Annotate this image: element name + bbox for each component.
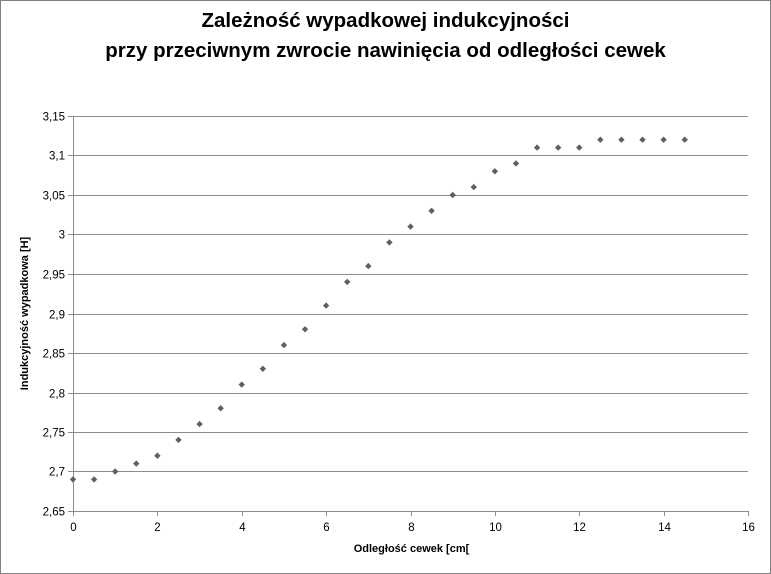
data-point (386, 239, 393, 246)
data-point (554, 144, 562, 151)
data-point (407, 223, 414, 230)
data-point (322, 302, 330, 309)
data-point (301, 326, 309, 333)
x-tick-label: 6 (323, 522, 329, 534)
data-point (69, 476, 77, 483)
x-tick-label: 2 (154, 522, 160, 534)
data-point (365, 262, 372, 270)
y-tick-labels: 2,65 2,7 2,75 2,8 2,85 2,9 2,95 3 3,05 3,1 3,15 (43, 112, 65, 519)
x-tick-label: 16 (742, 522, 755, 534)
y-tick-label: 2,85 (43, 349, 65, 361)
data-point (217, 405, 224, 412)
x-tick-label: 8 (408, 522, 414, 534)
data-point (111, 468, 119, 475)
x-tick-labels: 0 2 4 6 8 10 12 14 16 (70, 522, 755, 534)
data-point (154, 452, 161, 459)
data-point (175, 436, 182, 444)
data-point (533, 144, 541, 151)
data-point (639, 136, 646, 143)
data-point (512, 160, 520, 167)
data-point (90, 476, 98, 483)
x-tick-label: 4 (239, 522, 246, 534)
data-point (259, 365, 267, 372)
x-axis-title: Odległość cewek [cm[ (354, 543, 470, 555)
x-tick-label: 14 (658, 522, 671, 534)
y-axis-title: Indukcyjność wypadkowa [H] (19, 236, 31, 390)
y-tick-label: 3 (59, 230, 65, 242)
y-tick-label: 2,9 (49, 310, 65, 322)
x-tick-label: 0 (70, 522, 76, 534)
data-point (428, 207, 435, 214)
data-point (449, 191, 456, 199)
data-point (660, 136, 667, 143)
data-point (238, 381, 245, 388)
data-point (470, 183, 477, 191)
data-point (618, 136, 625, 143)
gridlines (73, 116, 748, 472)
chart-title-line-1: Zależność wypadkowej indukcyjności (201, 9, 570, 32)
data-point (681, 136, 688, 143)
y-tick-label: 3,1 (49, 151, 65, 163)
x-tick-label: 10 (489, 522, 502, 534)
y-tick-label: 3,15 (43, 112, 65, 124)
data-point (344, 278, 351, 286)
y-tick-label: 2,65 (43, 507, 65, 519)
x-tick-label: 12 (573, 522, 586, 534)
y-tick-label: 2,7 (49, 467, 65, 479)
data-point (576, 144, 583, 151)
chart-title: Zależność wypadkowej indukcyjności przy … (0, 6, 771, 66)
data-point (280, 341, 288, 349)
y-tick-label: 2,75 (43, 428, 65, 440)
y-tick-label: 3,05 (43, 191, 65, 203)
axes (68, 116, 749, 516)
data-point (597, 136, 604, 143)
data-point (196, 420, 203, 428)
data-point (133, 460, 140, 467)
y-tick-label: 2,95 (43, 270, 65, 282)
chart-title-line-2: przy przeciwnym zwrocie nawinięcia od od… (105, 39, 666, 62)
data-points (69, 136, 688, 483)
y-tick-label: 2,8 (49, 389, 65, 401)
data-point (491, 168, 499, 175)
